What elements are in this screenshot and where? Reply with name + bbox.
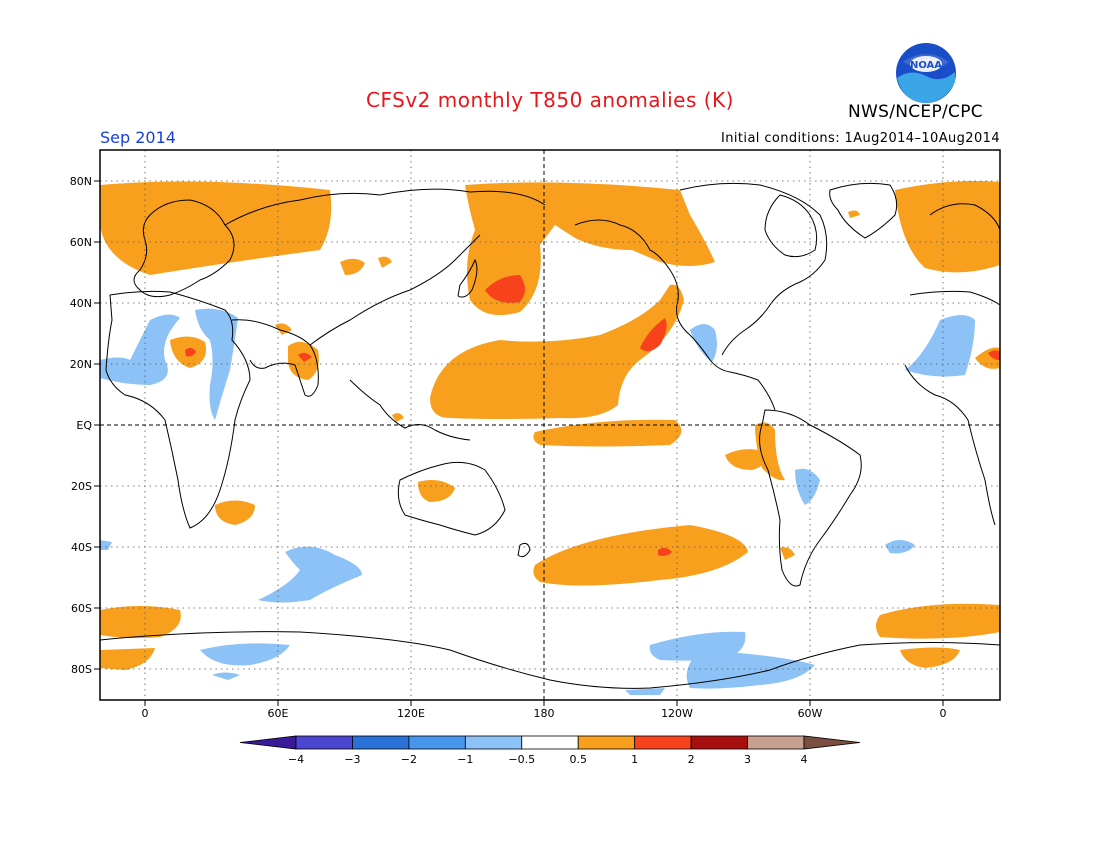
colorbar-box: [577, 735, 636, 750]
lat-label: EQ: [76, 419, 92, 432]
warm-anomaly-areas: [100, 181, 1000, 670]
colorbar-label: −3: [344, 753, 360, 766]
colorbar-label: −1: [457, 753, 473, 766]
lat-label: 40N: [70, 297, 92, 310]
lat-label: 20S: [71, 480, 92, 493]
colorbar-box: [634, 735, 692, 750]
valid-month: Sep 2014: [100, 128, 176, 147]
lat-label: 60S: [71, 602, 92, 615]
lon-label: 120W: [661, 707, 693, 720]
colorbar-box: [352, 735, 410, 750]
colorbar-box: [690, 735, 748, 750]
colorbar-labels: −4 −3 −2 −1 −0.5 0.5 1 2 3 4: [288, 753, 808, 766]
colorbar-max-arrow: [803, 735, 861, 750]
lat-label: 60N: [70, 236, 92, 249]
lat-label: 80N: [70, 175, 92, 188]
lat-labels: 80N 60N 40N 20N EQ 20S 40S 60S 80S: [70, 175, 93, 676]
lon-label: 60E: [268, 707, 289, 720]
initial-conditions: Initial conditions: 1Aug2014–10Aug2014: [721, 131, 1000, 146]
lon-labels: 0 60E 120E 180 120W 60W 0: [142, 707, 947, 720]
lon-label: 120E: [397, 707, 425, 720]
colorbar-box: [521, 735, 579, 750]
lon-label: 180: [534, 707, 555, 720]
strong-warm-anomaly-areas: [185, 275, 1000, 556]
colorbar-label: −0.5: [508, 753, 535, 766]
lon-label: 0: [142, 707, 149, 720]
map-title: CFSv2 monthly T850 anomalies (K): [366, 88, 734, 112]
cool-anomaly-areas: [100, 308, 975, 695]
colorbar-label: 0.5: [569, 753, 587, 766]
lat-ticks: [94, 180, 100, 670]
lon-label: 60W: [798, 707, 823, 720]
colorbar-label: 4: [801, 753, 808, 766]
equator-dateline: [100, 150, 1000, 700]
colorbar-boxes: [239, 735, 861, 750]
colorbar-box: [408, 735, 466, 750]
coastlines: [100, 182, 1000, 689]
lat-label: 80S: [71, 663, 92, 676]
logo-text: NOAA: [910, 60, 942, 71]
colorbar-min-arrow: [239, 735, 297, 750]
colorbar-box: [747, 735, 805, 750]
lon-ticks: [144, 700, 944, 706]
colorbar-box: [464, 735, 523, 750]
noaa-logo-icon: NOAA: [896, 43, 956, 103]
colorbar-label: −4: [288, 753, 304, 766]
colorbar-box: [295, 735, 353, 750]
agency-label: NWS/NCEP/CPC: [848, 102, 983, 122]
lon-label: 0: [940, 707, 947, 720]
colorbar-label: 1: [631, 753, 638, 766]
colorbar-label: −2: [401, 753, 417, 766]
lat-label: 40S: [71, 541, 92, 554]
colorbar-label: 2: [688, 753, 695, 766]
colorbar-label: 3: [744, 753, 751, 766]
lat-label: 20N: [70, 358, 92, 371]
